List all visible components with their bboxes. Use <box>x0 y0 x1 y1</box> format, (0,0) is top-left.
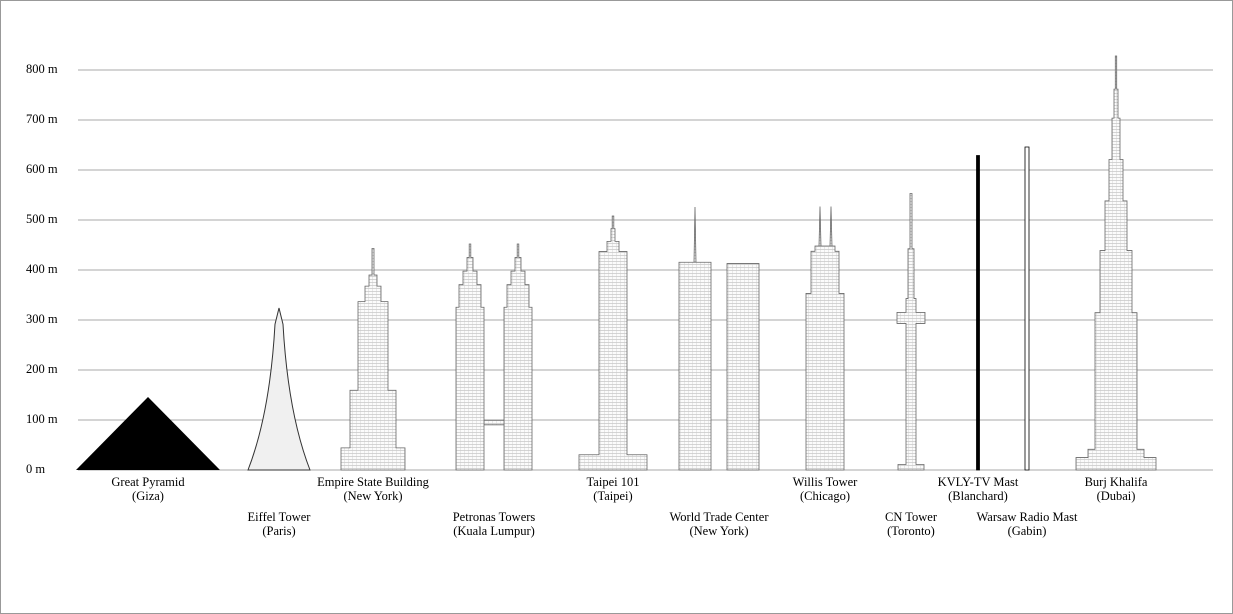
structure-name: Petronas Towers <box>453 510 536 524</box>
y-tick-label: 700 m <box>26 112 58 126</box>
structure <box>896 193 926 471</box>
y-tick-label: 200 m <box>26 362 58 376</box>
structure <box>578 215 648 471</box>
y-tick-label: 400 m <box>26 262 58 276</box>
structure-location: (Paris) <box>262 524 295 538</box>
structure <box>678 206 760 471</box>
y-tick-label: 600 m <box>26 162 58 176</box>
structure-location: (Chicago) <box>800 489 850 503</box>
structure-name: Taipei 101 <box>587 475 640 489</box>
structure <box>455 243 533 471</box>
structure-location: (Toronto) <box>887 524 935 538</box>
y-tick-label: 500 m <box>26 212 58 226</box>
structure <box>805 206 845 471</box>
structure-name: KVLY-TV Mast <box>938 475 1019 489</box>
structure-location: (New York) <box>689 524 748 538</box>
y-tick-label: 0 m <box>26 462 45 476</box>
y-tick-label: 300 m <box>26 312 58 326</box>
structure-name: Warsaw Radio Mast <box>976 510 1078 524</box>
structure-name: World Trade Center <box>670 510 770 524</box>
structure-location: (New York) <box>343 489 402 503</box>
y-tick-label: 800 m <box>26 62 58 76</box>
structure-location: (Blanchard) <box>948 489 1008 503</box>
structure-name: Great Pyramid <box>111 475 185 489</box>
structure <box>340 248 406 471</box>
y-tick-label: 100 m <box>26 412 58 426</box>
structure <box>976 155 980 471</box>
structure <box>1024 146 1030 471</box>
structure-location: (Taipei) <box>593 489 632 503</box>
structure-location: (Gabin) <box>1008 524 1047 538</box>
structure-name: CN Tower <box>885 510 938 524</box>
structure-location: (Giza) <box>132 489 164 503</box>
structure-name: Willis Tower <box>793 475 859 489</box>
structure <box>1075 55 1157 471</box>
structure-name: Burj Khalifa <box>1085 475 1148 489</box>
structure-location: (Dubai) <box>1097 489 1136 503</box>
structure-location: (Kuala Lumpur) <box>453 524 535 538</box>
structure-name: Eiffel Tower <box>248 510 312 524</box>
structure <box>247 307 311 471</box>
structure-name: Empire State Building <box>317 475 430 489</box>
structure <box>76 397 220 470</box>
